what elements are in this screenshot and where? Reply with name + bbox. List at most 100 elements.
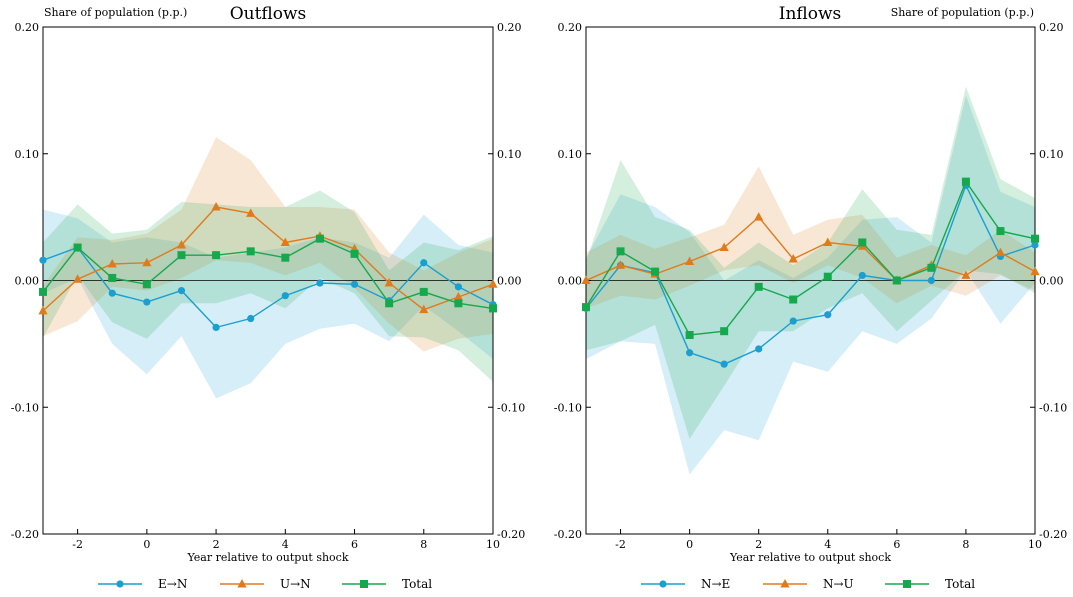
y-tick-label-right: -0.20 (497, 528, 525, 541)
y-tick-label-right: -0.20 (1039, 528, 1067, 541)
y-tick-label-left: -0.20 (11, 528, 39, 541)
data-point-1 (384, 278, 394, 287)
data-point-1 (961, 270, 971, 279)
legend-marker-2 (903, 580, 911, 588)
x-tick-label: 2 (755, 538, 762, 551)
data-point-0 (281, 292, 289, 300)
legend-label-0: E→N (158, 577, 187, 591)
data-point-2 (720, 327, 729, 336)
x-tick-label: 2 (213, 538, 220, 551)
confidence-band-2 (43, 190, 493, 382)
series-line-0 (42, 246, 494, 329)
legend-marker-2 (360, 580, 368, 588)
x-tick-label: 6 (351, 538, 358, 551)
y-tick-label-right: -0.10 (1039, 401, 1067, 414)
x-tick-label: 4 (824, 538, 831, 551)
confidence-band-2 (586, 86, 1035, 439)
data-point-1 (995, 247, 1006, 257)
data-point-2 (315, 234, 324, 243)
data-point-1 (211, 201, 221, 211)
data-point-2 (651, 267, 660, 276)
data-point-2 (996, 227, 1005, 236)
legend-label-1: U→N (280, 577, 311, 591)
y-tick-label-left: 0.00 (558, 275, 583, 288)
legend-label-1: N→U (823, 577, 854, 591)
data-point-0 (420, 259, 428, 267)
data-point-2 (961, 177, 970, 186)
x-tick-label: -2 (72, 538, 83, 551)
data-point-1 (419, 304, 429, 314)
chart-title: Outflows (230, 4, 307, 24)
x-tick-label: 0 (686, 538, 693, 551)
data-point-0 (824, 311, 832, 319)
data-point-2 (616, 247, 625, 256)
data-point-2 (582, 303, 590, 312)
series-line-2 (585, 180, 1036, 336)
data-point-2 (454, 299, 463, 308)
x-axis-label: Year relative to output shock (729, 551, 891, 564)
data-point-2 (142, 280, 151, 289)
data-point-2 (823, 272, 832, 281)
data-point-2 (489, 304, 497, 313)
legend-label-2: Total (402, 577, 432, 591)
data-point-0 (316, 279, 324, 287)
data-point-1 (1030, 266, 1040, 276)
legend-label-0: N→E (701, 577, 730, 591)
data-point-1 (280, 237, 290, 246)
data-point-2 (108, 273, 117, 282)
y-tick-label-right: 0.10 (1039, 148, 1064, 161)
legend-marker-1 (237, 579, 247, 588)
data-point-2 (281, 253, 290, 262)
data-point-0 (927, 276, 935, 285)
y-tick-label-left: -0.10 (554, 401, 582, 414)
data-point-1 (788, 253, 798, 263)
inflows-panel: -0.20 -0.20 -0.10 -0.10 0.00 0.00 0.10 0.10 0.20… (554, 4, 1067, 591)
series-line-2 (42, 237, 494, 310)
x-tick-label: 10 (1028, 538, 1042, 551)
outflows-panel: -0.20 -0.20 -0.10 -0.10 0.00 0.00 0.10 0.10 0.20… (11, 4, 525, 591)
y-tick-label-right: 0.20 (1039, 21, 1064, 34)
data-point-1 (107, 259, 117, 268)
data-point-1 (142, 257, 152, 267)
data-point-2 (385, 299, 394, 308)
legend-marker-0 (116, 580, 124, 588)
data-point-2 (350, 249, 359, 258)
data-point-1 (754, 212, 764, 221)
series-line-1 (585, 216, 1036, 282)
y-tick-label-right: 0.00 (1039, 275, 1064, 288)
data-point-2 (212, 251, 221, 260)
series-line-1 (42, 206, 494, 312)
data-point-1 (73, 274, 83, 283)
data-point-0 (755, 345, 763, 353)
y-tick-label-right: 0.20 (497, 21, 522, 34)
legend-label-2: Total (945, 577, 975, 591)
x-tick-label: 6 (893, 538, 900, 551)
x-tick-label: 0 (143, 538, 150, 551)
data-point-2 (789, 295, 798, 304)
data-point-0 (454, 283, 462, 291)
confidence-band-1 (586, 166, 1035, 309)
data-point-1 (453, 291, 463, 301)
x-tick-label: 10 (486, 538, 500, 551)
legend-marker-0 (659, 580, 667, 588)
data-point-2 (685, 331, 694, 340)
data-point-1 (719, 242, 729, 252)
data-point-0 (1031, 241, 1039, 249)
legend-marker-1 (780, 579, 790, 588)
data-point-2 (246, 247, 255, 256)
data-point-0 (143, 298, 151, 306)
data-point-0 (686, 349, 694, 357)
confidence-band-0 (43, 209, 493, 399)
data-point-0 (177, 287, 186, 295)
data-point-1 (685, 256, 695, 265)
data-point-1 (38, 305, 48, 315)
data-point-1 (823, 237, 833, 246)
data-point-0 (789, 317, 797, 325)
data-point-2 (177, 251, 186, 260)
y-tick-label-left: 0.10 (558, 148, 583, 161)
data-point-0 (212, 323, 220, 331)
data-point-1 (176, 240, 187, 249)
x-axis-label: Year relative to output shock (186, 551, 348, 564)
x-tick-label: 8 (962, 538, 969, 551)
